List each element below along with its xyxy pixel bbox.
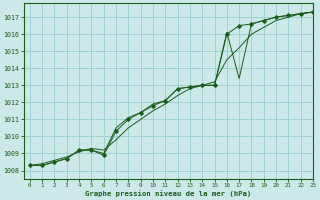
X-axis label: Graphe pression niveau de la mer (hPa): Graphe pression niveau de la mer (hPa) [85,190,252,197]
